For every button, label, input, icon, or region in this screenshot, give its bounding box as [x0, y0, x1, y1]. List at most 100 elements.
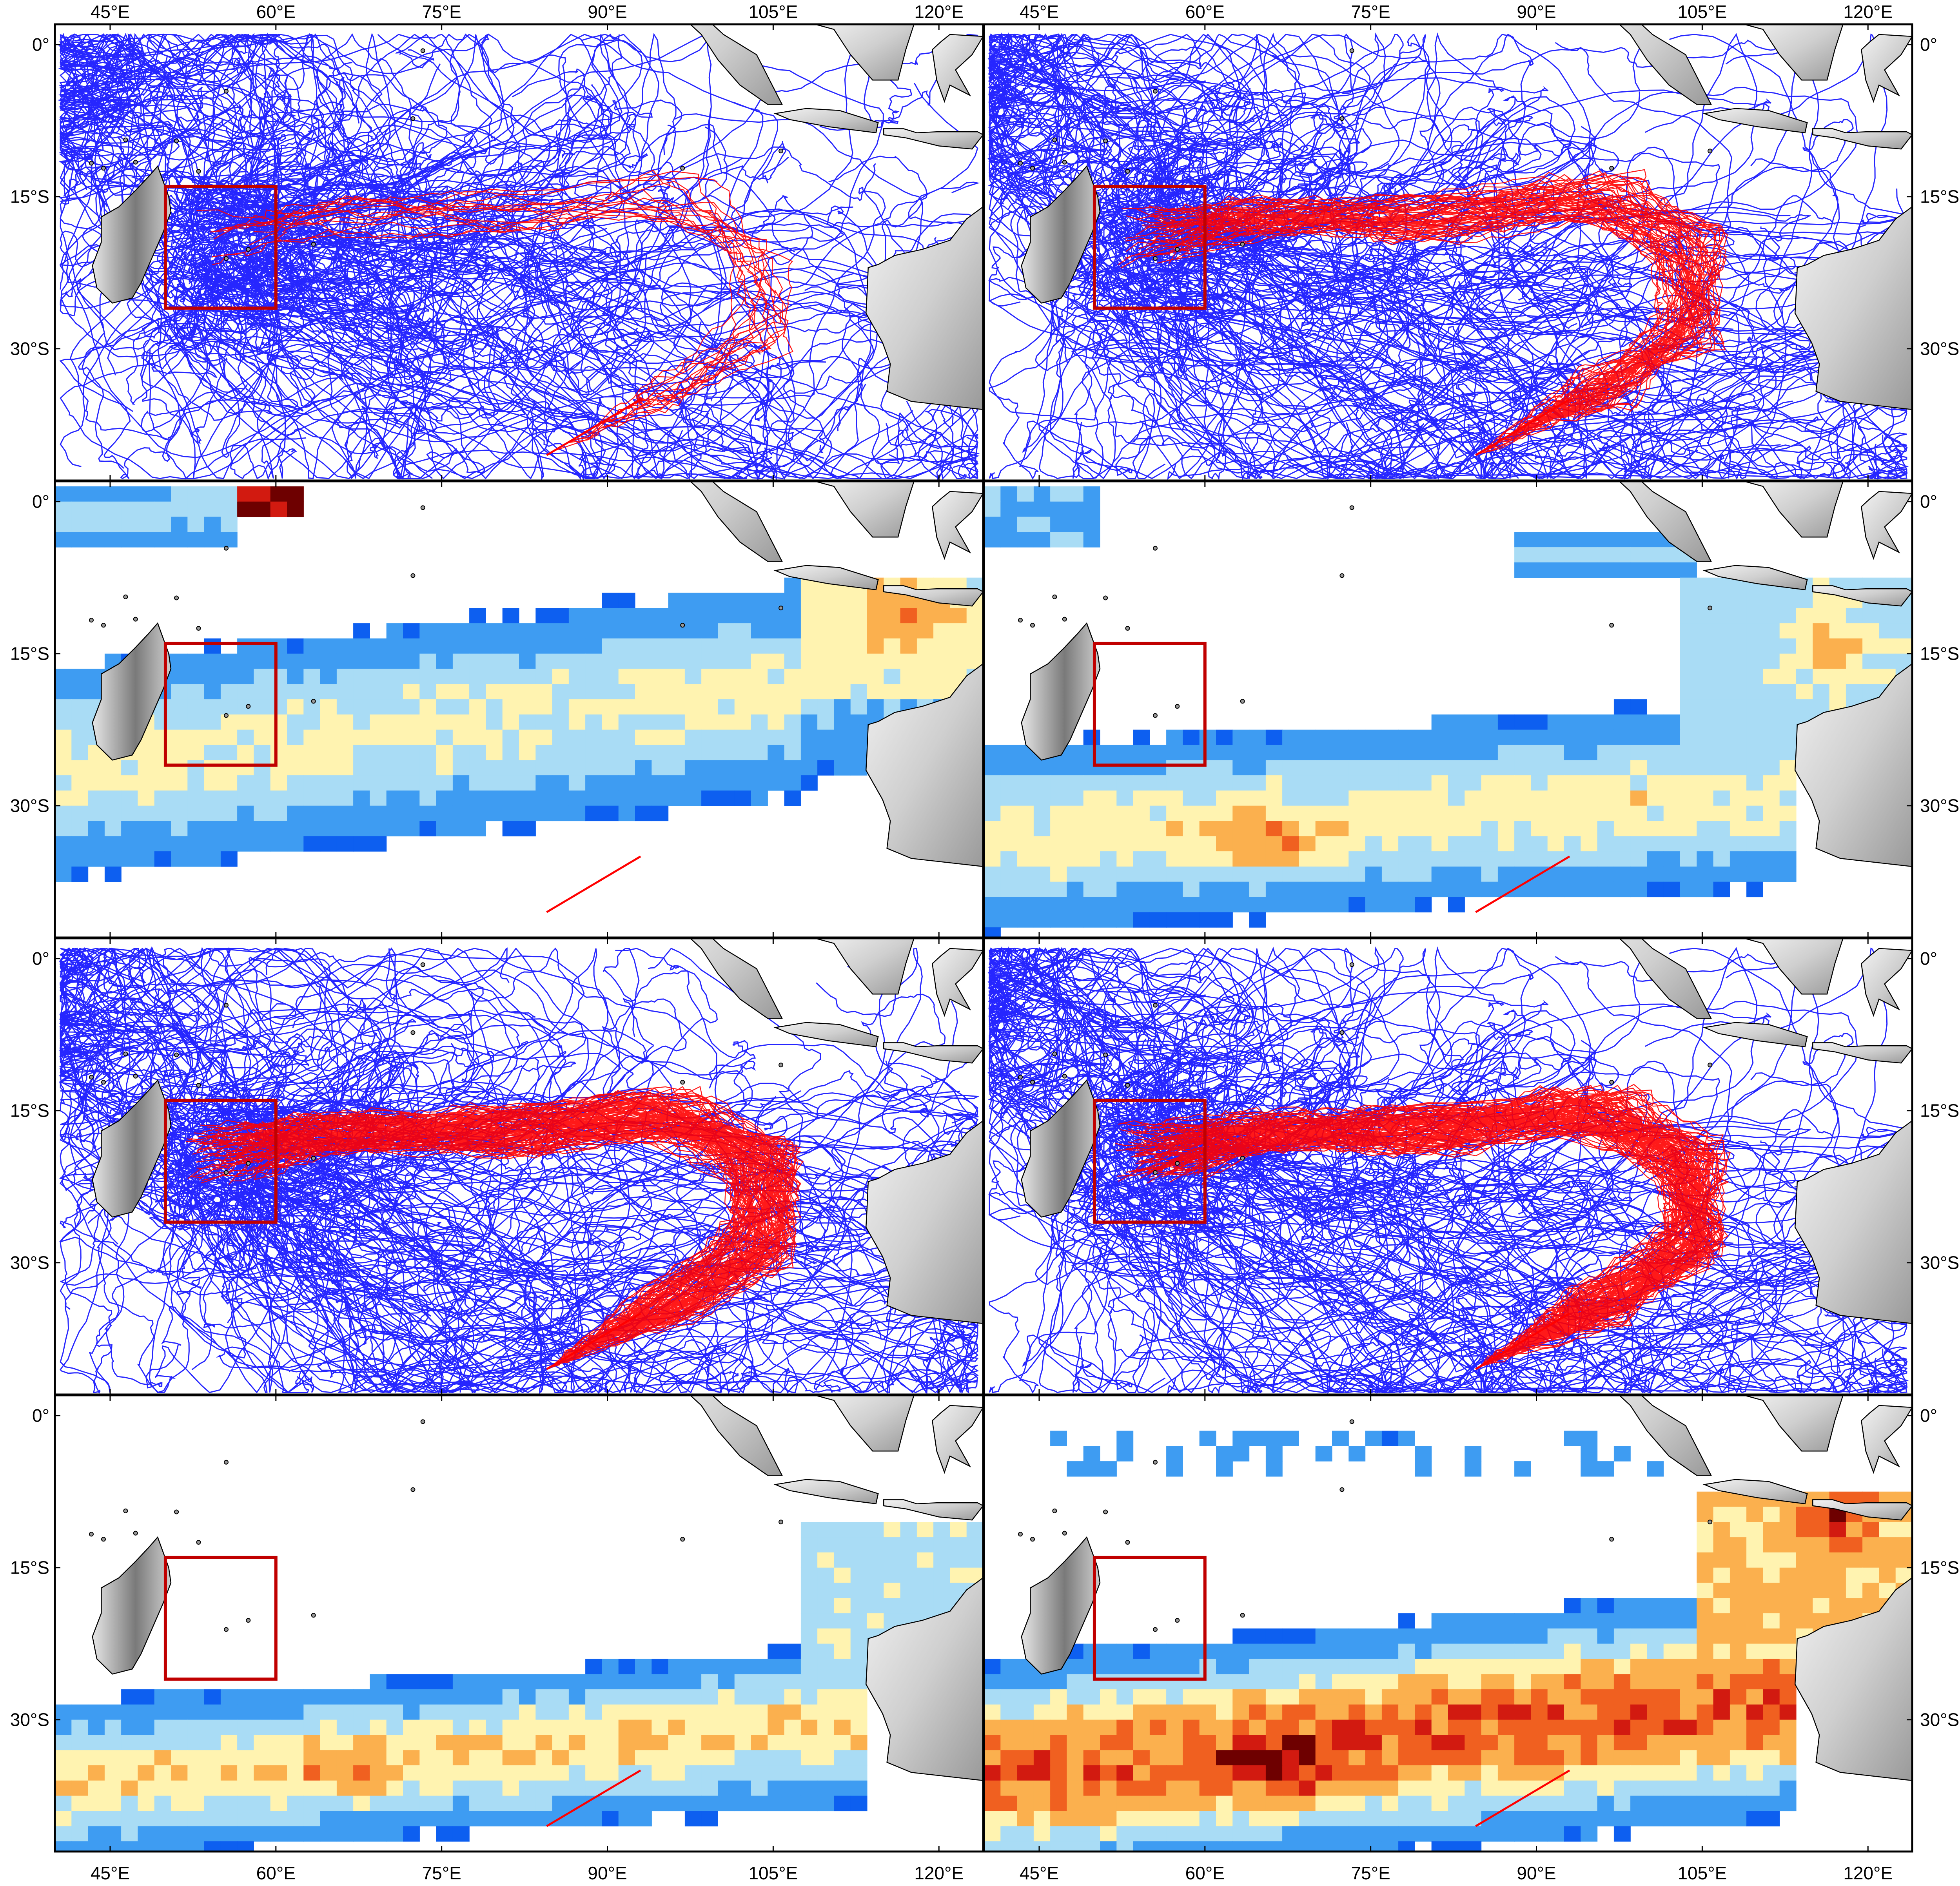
density-cell [1265, 897, 1283, 912]
density-cell [386, 745, 403, 760]
density-cell [568, 1811, 586, 1826]
density-cell [237, 653, 254, 669]
density-cell [916, 1583, 934, 1598]
density-cell [1000, 1795, 1018, 1812]
island-land [1860, 34, 1912, 103]
density-cell [171, 532, 188, 548]
density-cell [502, 1780, 519, 1796]
density-cell [1613, 745, 1631, 760]
density-cell [237, 1780, 254, 1796]
australia-land [1794, 206, 1912, 410]
density-cell [469, 1735, 486, 1750]
density-cell [1133, 760, 1150, 776]
density-cell [1149, 897, 1167, 912]
density-cell [303, 1704, 321, 1720]
density-cell [1133, 729, 1150, 745]
density-cell [1713, 1613, 1730, 1629]
density-cell [701, 699, 718, 715]
density-cell [850, 1735, 867, 1750]
density-cell [751, 653, 768, 669]
density-cell [1813, 1598, 1830, 1614]
density-cell [1448, 851, 1465, 867]
density-cell [1398, 1826, 1415, 1842]
density-cell [1166, 866, 1183, 882]
density-cell [1183, 821, 1200, 836]
density-cell [585, 714, 602, 730]
density-cell [138, 760, 155, 776]
blue-trajectories [58, 32, 980, 481]
density-cell [1846, 638, 1863, 654]
density-cell [1083, 881, 1100, 898]
density-cell [1630, 805, 1647, 821]
density-cell [171, 821, 188, 836]
density-cell [668, 1719, 685, 1735]
density-cell [370, 805, 387, 821]
density-cell [1697, 805, 1714, 821]
density-cell [1100, 745, 1117, 760]
map-panel-e [54, 937, 984, 1396]
small-island [1018, 1075, 1023, 1080]
density-cell [1481, 1643, 1498, 1659]
small-island [311, 1156, 316, 1161]
density-cell [1779, 1719, 1797, 1735]
density-cell [1746, 866, 1763, 882]
density-cell [254, 699, 271, 715]
density-cell [1000, 1841, 1018, 1852]
density-cell [1282, 851, 1299, 867]
density-cell [1448, 1628, 1465, 1644]
density-cell [1398, 1811, 1415, 1826]
density-cell [734, 638, 751, 654]
density-cell [1365, 1735, 1382, 1750]
small-island [123, 1508, 128, 1513]
lon-tick-label-top: 90°E [588, 2, 627, 22]
density-cell [1465, 760, 1482, 776]
density-cell [1829, 1567, 1846, 1583]
density-cell [1647, 1598, 1664, 1614]
density-cell [1083, 1811, 1100, 1826]
density-cell [71, 790, 89, 806]
density-cell [618, 638, 635, 654]
lon-tick-label-bottom: 90°E [588, 1863, 627, 1883]
density-cell [386, 1765, 403, 1781]
density-cell [1697, 745, 1714, 760]
density-cell [1000, 881, 1018, 898]
density-cell [1465, 1719, 1482, 1735]
density-cell [933, 638, 950, 654]
density-cell [1315, 775, 1332, 791]
density-cell [336, 669, 354, 684]
density-cell [1746, 881, 1763, 898]
density-cell [187, 501, 205, 517]
density-cell [1415, 1735, 1432, 1750]
density-cell [1647, 1461, 1664, 1477]
density-cell [1381, 1795, 1399, 1812]
density-cell [1862, 638, 1879, 654]
density-cell [88, 1735, 105, 1750]
density-cell [1779, 623, 1797, 639]
density-cell [1067, 912, 1084, 928]
density-cell [1415, 729, 1432, 745]
density-cell [1630, 1735, 1647, 1750]
density-cell [1581, 1613, 1598, 1629]
density-cell [1581, 1628, 1598, 1644]
density-cell [303, 790, 321, 806]
density-cell [1746, 1552, 1763, 1568]
density-cell [1613, 1689, 1631, 1705]
density-cell [1249, 1431, 1266, 1446]
density-cell [1647, 547, 1664, 563]
density-cell [1465, 1461, 1482, 1477]
density-cell [1813, 623, 1830, 639]
density-cell [1448, 897, 1465, 912]
density-cell [1067, 1461, 1084, 1477]
density-cell [486, 1765, 503, 1781]
density-cell [1746, 1583, 1763, 1598]
density-cell [867, 1613, 884, 1629]
density-cell [1730, 851, 1747, 867]
density-cell [1779, 1750, 1797, 1766]
density-cell [668, 1765, 685, 1781]
density-cell [187, 517, 205, 532]
density-cell [1581, 760, 1598, 776]
density-cell [1415, 1826, 1432, 1842]
density-cell [220, 805, 238, 821]
density-cell [834, 593, 851, 608]
density-cell [635, 1674, 652, 1690]
